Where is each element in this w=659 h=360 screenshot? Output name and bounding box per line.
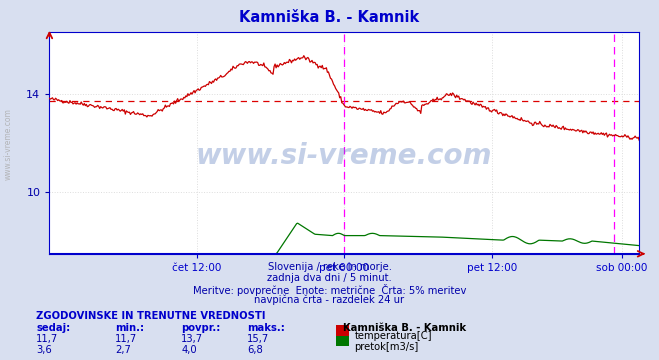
Text: ZGODOVINSKE IN TRENUTNE VREDNOSTI: ZGODOVINSKE IN TRENUTNE VREDNOSTI xyxy=(36,311,266,321)
Text: navpična črta - razdelek 24 ur: navpična črta - razdelek 24 ur xyxy=(254,294,405,305)
Text: 4,0: 4,0 xyxy=(181,345,197,355)
Text: Slovenija / reke in morje.: Slovenija / reke in morje. xyxy=(268,262,391,272)
Text: sedaj:: sedaj: xyxy=(36,323,71,333)
Text: pretok[m3/s]: pretok[m3/s] xyxy=(355,342,418,352)
Text: min.:: min.: xyxy=(115,323,144,333)
Text: Kamniška B. - Kamnik: Kamniška B. - Kamnik xyxy=(239,10,420,25)
Text: www.si-vreme.com: www.si-vreme.com xyxy=(3,108,13,180)
Text: zadnja dva dni / 5 minut.: zadnja dva dni / 5 minut. xyxy=(267,273,392,283)
Text: Meritve: povprečne  Enote: metrične  Črta: 5% meritev: Meritve: povprečne Enote: metrične Črta:… xyxy=(193,284,466,296)
Text: temperatura[C]: temperatura[C] xyxy=(355,331,432,341)
Text: 2,7: 2,7 xyxy=(115,345,131,355)
Text: Kamniška B. - Kamnik: Kamniška B. - Kamnik xyxy=(343,323,466,333)
Text: 3,6: 3,6 xyxy=(36,345,52,355)
Text: 11,7: 11,7 xyxy=(115,334,138,344)
Text: maks.:: maks.: xyxy=(247,323,285,333)
Text: 11,7: 11,7 xyxy=(36,334,59,344)
Text: 6,8: 6,8 xyxy=(247,345,263,355)
Text: 13,7: 13,7 xyxy=(181,334,204,344)
Text: 15,7: 15,7 xyxy=(247,334,270,344)
Text: www.si-vreme.com: www.si-vreme.com xyxy=(196,143,492,170)
Text: povpr.:: povpr.: xyxy=(181,323,221,333)
